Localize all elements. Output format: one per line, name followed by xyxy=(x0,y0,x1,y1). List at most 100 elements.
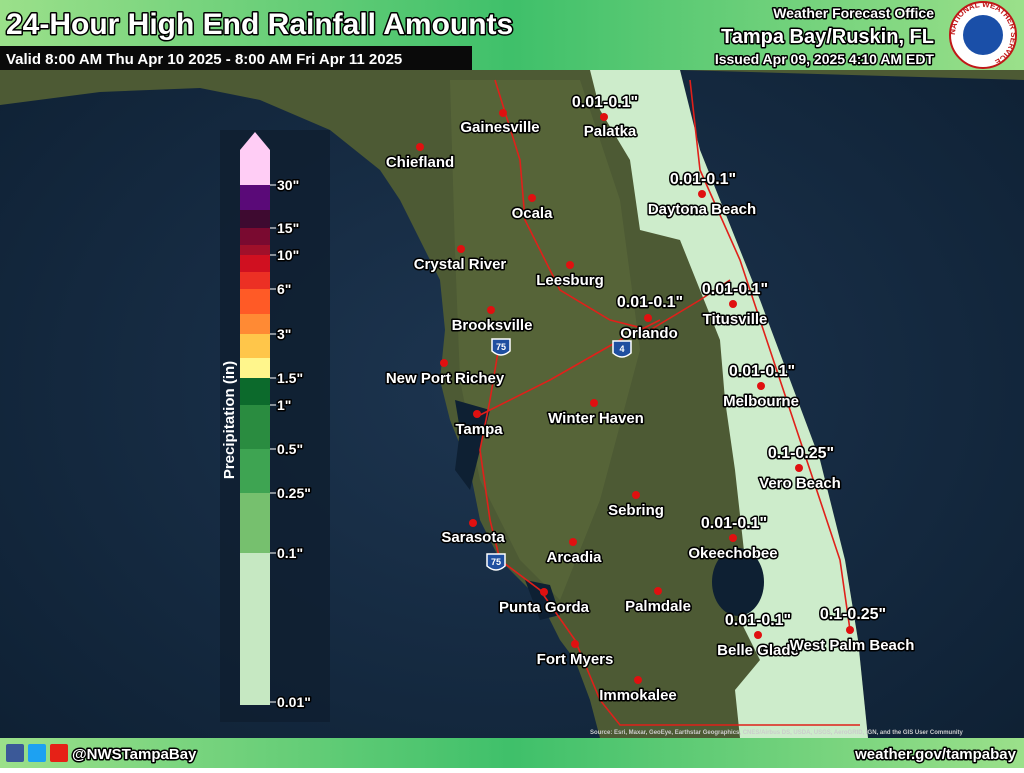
city-label: Fort Myers xyxy=(537,651,614,668)
legend-label: 0.5" xyxy=(277,441,303,457)
city-label: Okeechobee xyxy=(688,545,777,562)
city-label: Orlando xyxy=(620,325,678,342)
title: 24-Hour High End Rainfall Amounts xyxy=(6,8,513,41)
city-label: Immokalee xyxy=(599,687,677,704)
city-dot xyxy=(473,410,481,418)
city-dot xyxy=(487,306,495,314)
charlotte-harbor xyxy=(525,580,560,620)
city-label: New Port Richey xyxy=(386,370,505,387)
city-label: Brooksville xyxy=(452,317,533,334)
facebook-icon[interactable] xyxy=(6,744,24,762)
city-label: Titusville xyxy=(703,311,768,328)
city-label: Vero Beach xyxy=(759,475,841,492)
city-dot xyxy=(632,491,640,499)
legend-bin xyxy=(240,405,270,449)
interstate-shield xyxy=(486,553,506,571)
city-dot xyxy=(729,300,737,308)
legend-bin xyxy=(240,228,270,245)
legend-label: 0.25" xyxy=(277,485,311,501)
legend-label: 0.1" xyxy=(277,545,303,561)
city-dot xyxy=(540,588,548,596)
land-shade xyxy=(450,80,640,600)
city-label: Palatka xyxy=(584,123,637,140)
city-dot xyxy=(729,534,737,542)
city-label: Crystal River xyxy=(414,256,507,273)
city-dot xyxy=(634,676,642,684)
legend-label: 1.5" xyxy=(277,370,303,386)
issued: Issued Apr 09, 2025 4:10 AM EDT xyxy=(715,51,935,67)
website: weather.gov/tampabay xyxy=(854,746,1017,763)
rainfall-label: 0.1-0.25" xyxy=(768,445,834,462)
interstate-shield xyxy=(491,338,511,356)
office-line: Weather Forecast Office xyxy=(773,5,934,21)
city-label: Gainesville xyxy=(460,119,539,136)
header-band xyxy=(0,0,1024,46)
rainfall-label: 0.01-0.1" xyxy=(670,171,736,188)
city-dot xyxy=(569,538,577,546)
city-dot xyxy=(757,382,765,390)
footer-band xyxy=(0,738,1024,768)
legend-bin xyxy=(240,493,270,553)
legend-bin xyxy=(240,255,270,272)
twitter-icon[interactable] xyxy=(28,744,46,762)
legend-bin xyxy=(240,245,270,255)
legend-arrow xyxy=(240,132,270,150)
valid-bar xyxy=(0,46,472,70)
interstate-shield xyxy=(612,340,632,358)
city-label: Belle Glade xyxy=(717,642,799,659)
rainfall-label: 0.01-0.1" xyxy=(729,363,795,380)
attribution: Source: Esri, Maxar, GeoEye, Earthstar G… xyxy=(590,730,964,736)
city-dot xyxy=(416,143,424,151)
city-dot xyxy=(654,587,662,595)
city-dot xyxy=(600,113,608,121)
city-dot xyxy=(528,194,536,202)
city-dot xyxy=(440,359,448,367)
legend-bin xyxy=(240,210,270,228)
city-dot xyxy=(698,190,706,198)
city-dot xyxy=(571,640,579,648)
legend-box xyxy=(220,130,330,722)
city-dot xyxy=(754,631,762,639)
city-dot xyxy=(795,464,803,472)
legend-label: 6" xyxy=(277,281,291,297)
shield-number: 4 xyxy=(619,344,624,354)
legend-label: 1" xyxy=(277,397,291,413)
rainfall-label: 0.1-0.25" xyxy=(820,606,886,623)
rainfall-label: 0.01-0.1" xyxy=(572,94,638,111)
legend-bin xyxy=(240,185,270,210)
office: Tampa Bay/Ruskin, FL xyxy=(721,26,934,48)
legend-label: 10" xyxy=(277,247,299,263)
legend-bin xyxy=(240,314,270,334)
city-label: Punta Gorda xyxy=(499,599,590,616)
city-dot xyxy=(457,245,465,253)
logo-center xyxy=(963,15,1003,55)
lake-okeechobee xyxy=(712,548,764,616)
city-label: Tampa xyxy=(455,421,503,438)
city-dot xyxy=(469,519,477,527)
social-handle: @NWSTampaBay xyxy=(72,746,197,763)
legend-bin xyxy=(240,334,270,358)
legend-bin xyxy=(240,378,270,405)
light-rain-area xyxy=(590,70,868,738)
legend-bin xyxy=(240,150,270,185)
rainfall-label: 0.01-0.1" xyxy=(702,281,768,298)
city-dot xyxy=(644,314,652,322)
legend-label: 15" xyxy=(277,220,299,236)
city-dot xyxy=(566,261,574,269)
city-label: Ocala xyxy=(512,205,554,222)
legend-bins: 30" 15" 10" 6" 3" 1.5" 1" 0.5" 0.25" 0.1" 0.01" xyxy=(240,150,312,712)
legend-title: Precipitation (in) xyxy=(221,361,238,479)
valid-time: Valid 8:00 AM Thu Apr 10 2025 - 8:00 AM … xyxy=(6,51,402,68)
legend-bin xyxy=(240,289,270,314)
rainfall-label: 0.01-0.1" xyxy=(701,515,767,532)
legend-label: 3" xyxy=(277,326,291,342)
legend-bin xyxy=(240,358,270,378)
youtube-icon[interactable] xyxy=(50,744,68,762)
city-label: Chiefland xyxy=(386,154,454,171)
city-label: Sebring xyxy=(608,502,664,519)
highway xyxy=(689,79,851,631)
highway xyxy=(479,319,661,416)
highway xyxy=(479,339,860,726)
city-label: Daytona Beach xyxy=(648,201,756,218)
shield-number: 75 xyxy=(491,557,501,567)
